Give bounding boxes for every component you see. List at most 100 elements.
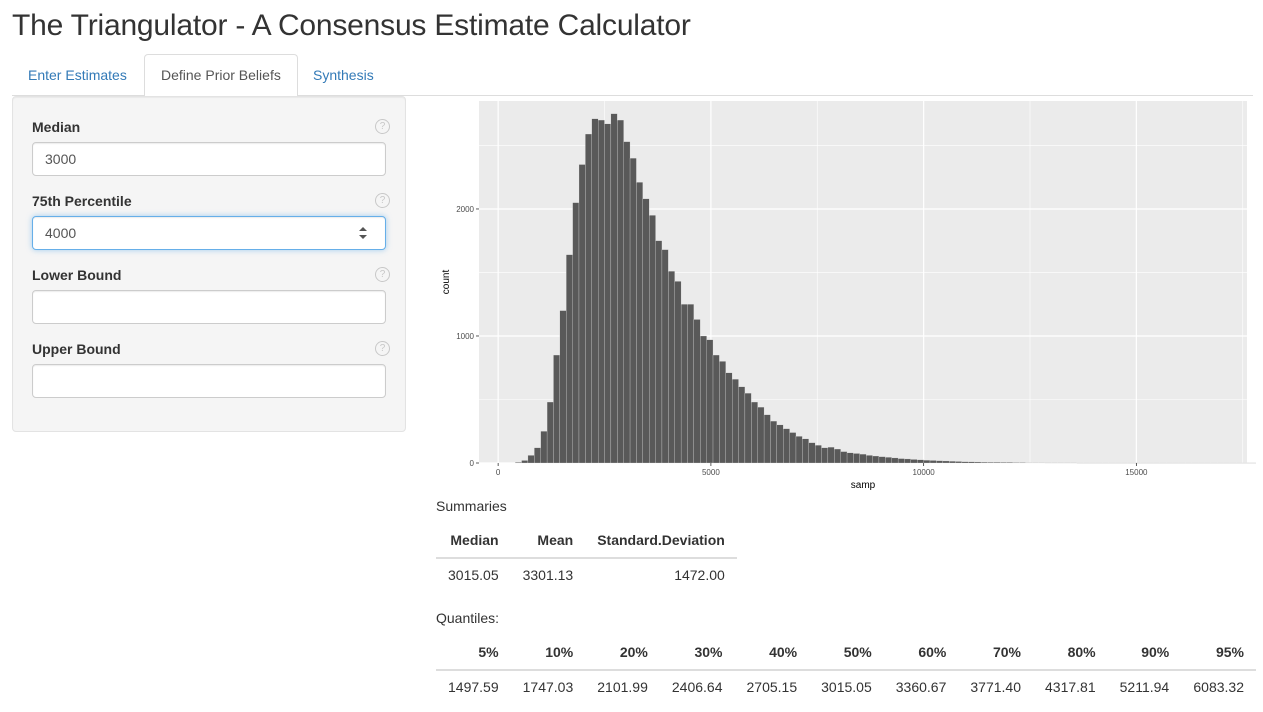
table-header-cell: 90% bbox=[1107, 634, 1182, 671]
histogram-bar bbox=[693, 319, 701, 464]
y-tick-label: 2000 bbox=[456, 205, 474, 214]
table-header-row: Median Mean Standard.Deviation bbox=[436, 522, 737, 559]
histogram-bar bbox=[687, 304, 694, 464]
question-circle-icon[interactable]: ? bbox=[375, 193, 390, 208]
histogram-svg: 0 5000 10000 15000 0 1000 2000 samp count bbox=[441, 101, 1263, 491]
histogram-bar bbox=[770, 420, 777, 464]
histogram-bar bbox=[827, 446, 835, 464]
histogram-bar bbox=[929, 460, 937, 464]
histogram-bar bbox=[891, 457, 899, 464]
histogram-bar bbox=[700, 335, 707, 464]
histogram-bar bbox=[610, 113, 618, 464]
histogram-bar bbox=[636, 182, 643, 464]
histogram-bar bbox=[738, 386, 746, 464]
histogram-bar bbox=[617, 119, 624, 464]
x-tick-label: 15000 bbox=[1125, 468, 1148, 477]
histogram-bar bbox=[776, 424, 784, 464]
histogram-bar bbox=[897, 458, 905, 464]
histogram-bar bbox=[993, 462, 1001, 464]
histogram-bar bbox=[808, 442, 816, 464]
table-cell: 2101.99 bbox=[597, 678, 648, 695]
question-circle-icon[interactable]: ? bbox=[375, 119, 390, 134]
table-cell: 2406.64 bbox=[671, 678, 723, 695]
histogram-bar bbox=[949, 461, 956, 464]
tab-enter-estimates[interactable]: Enter Estimates bbox=[28, 67, 127, 83]
histogram-bar bbox=[815, 445, 822, 464]
table-header-cell: 70% bbox=[958, 634, 1033, 671]
histogram-bar bbox=[572, 202, 580, 464]
histogram-bar bbox=[655, 240, 663, 464]
table-header-cell: Median bbox=[436, 522, 511, 559]
table-row: 3015.05 3301.13 1472.00 bbox=[436, 558, 737, 590]
histogram-bar bbox=[763, 414, 771, 464]
histogram-bar bbox=[980, 461, 988, 464]
percentile-75-input[interactable] bbox=[32, 216, 386, 250]
median-input[interactable] bbox=[32, 142, 386, 176]
histogram-bar bbox=[751, 401, 758, 464]
table-cell: 3015.05 bbox=[448, 566, 499, 583]
table-cell: 1472.00 bbox=[674, 566, 725, 583]
table-header-cell: 20% bbox=[585, 634, 660, 671]
histogram-bar bbox=[821, 447, 829, 464]
table-header-cell: 30% bbox=[659, 634, 735, 671]
histogram-bar bbox=[917, 459, 924, 464]
histogram-bar bbox=[859, 453, 867, 464]
histogram-bar bbox=[961, 461, 969, 464]
tab-synthesis[interactable]: Synthesis bbox=[313, 67, 374, 83]
histogram-bar bbox=[732, 379, 739, 464]
histogram-bar bbox=[974, 461, 982, 464]
summaries-title: Summaries bbox=[436, 498, 507, 514]
table-cell: 3301.13 bbox=[522, 566, 574, 583]
table-cell: 5211.94 bbox=[1119, 678, 1170, 695]
x-tick-label: 5000 bbox=[702, 468, 720, 477]
tab-define-prior-beliefs[interactable]: Define Prior Beliefs bbox=[144, 54, 298, 97]
histogram-bar bbox=[936, 460, 943, 464]
histogram-bar bbox=[802, 438, 809, 464]
histogram-bar bbox=[872, 455, 880, 464]
x-tick-label: 10000 bbox=[913, 468, 936, 477]
percentile-75-label: 75th Percentile bbox=[32, 193, 132, 209]
histogram-bar bbox=[885, 457, 892, 464]
histogram-bar bbox=[910, 459, 918, 464]
histogram-bar bbox=[540, 431, 548, 464]
histogram-bar bbox=[706, 339, 714, 464]
histogram-bar bbox=[789, 432, 797, 464]
question-circle-icon[interactable]: ? bbox=[375, 267, 390, 282]
y-tick-label: 0 bbox=[470, 459, 475, 468]
table-cell: 6083.32 bbox=[1193, 678, 1244, 695]
histogram-bar bbox=[712, 354, 720, 464]
table-header-cell: 10% bbox=[510, 634, 586, 671]
histogram-bar bbox=[604, 123, 612, 464]
histogram-bar bbox=[642, 198, 650, 464]
quantiles-title: Quantiles: bbox=[436, 610, 500, 626]
histogram-bar bbox=[546, 401, 554, 464]
histogram-bar bbox=[840, 451, 848, 464]
histogram-bar bbox=[795, 436, 803, 464]
table-header-cell: 40% bbox=[734, 634, 810, 671]
histogram-bar bbox=[1012, 462, 1020, 464]
table-header-cell: Mean bbox=[510, 522, 586, 559]
table-cell: 3771.40 bbox=[970, 678, 1021, 695]
table-cell: 3360.67 bbox=[895, 678, 947, 695]
histogram-bar bbox=[578, 164, 586, 464]
lower-bound-label: Lower Bound bbox=[32, 267, 122, 283]
histogram-bar bbox=[623, 141, 631, 464]
tab-bar: Enter Estimates Define Prior Beliefs Syn… bbox=[12, 54, 1253, 97]
upper-bound-input[interactable] bbox=[32, 364, 386, 398]
histogram-bar bbox=[674, 281, 682, 464]
lower-bound-input[interactable] bbox=[32, 290, 386, 324]
table-cell: 4317.81 bbox=[1045, 678, 1096, 695]
question-circle-icon[interactable]: ? bbox=[375, 341, 390, 356]
number-spinner-icon[interactable] bbox=[358, 225, 368, 241]
histogram-bar bbox=[585, 133, 592, 464]
prior-beliefs-panel: Median ? 75th Percentile ? Lower Bound ?… bbox=[12, 96, 406, 432]
histogram-bar bbox=[904, 458, 911, 464]
histogram-bar bbox=[598, 119, 605, 464]
median-label: Median bbox=[32, 119, 81, 135]
page-title: The Triangulator - A Consensus Estimate … bbox=[12, 9, 691, 42]
histogram-bar bbox=[987, 462, 994, 464]
table-cell: 1497.59 bbox=[448, 678, 499, 695]
histogram-bar bbox=[534, 447, 541, 464]
histogram-bar bbox=[680, 304, 688, 464]
histogram-bar bbox=[527, 455, 535, 464]
